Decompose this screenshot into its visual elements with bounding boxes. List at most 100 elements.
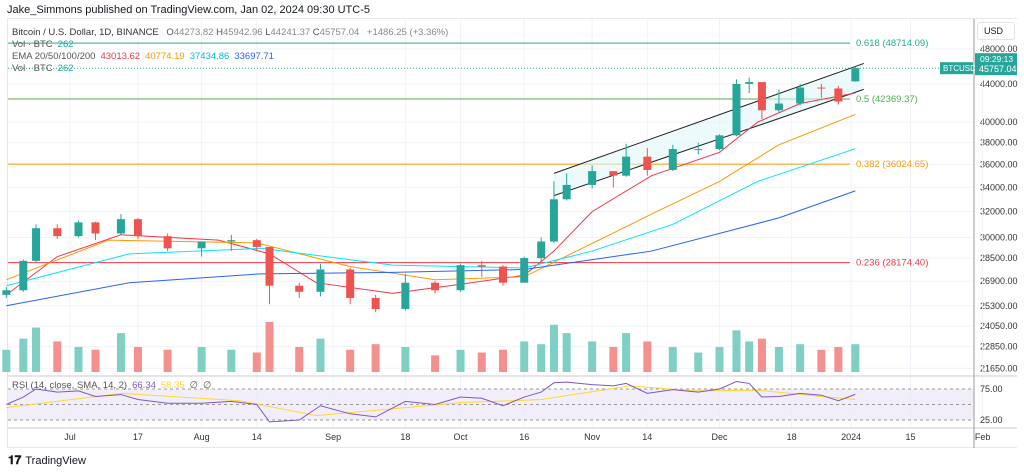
price-tick: 40000.00 bbox=[980, 117, 1018, 127]
rsi-sma-line bbox=[6, 385, 856, 417]
volume-bar bbox=[562, 333, 571, 372]
close-value: 45757.04 bbox=[319, 27, 360, 38]
volume-bar bbox=[53, 341, 62, 372]
ema-legend: EMA 20/50/100/200 43013.62 40774.19 37434.8… bbox=[12, 51, 279, 62]
last-price-badge bbox=[975, 53, 1017, 76]
candle-body bbox=[643, 156, 652, 170]
volume-bar bbox=[401, 347, 410, 372]
volume-bar bbox=[745, 341, 754, 372]
volume-bar bbox=[643, 341, 652, 372]
ema200-value: 33697.71 bbox=[234, 51, 274, 62]
volume-bar bbox=[609, 347, 618, 372]
volume-bar bbox=[252, 352, 261, 372]
time-tick: Jul bbox=[64, 432, 76, 442]
price-tick: 21650.00 bbox=[980, 363, 1018, 373]
symbol-legend: Bitcoin / U.S. Dollar, 1D, BINANCE O4427… bbox=[12, 27, 453, 38]
volume-bar bbox=[817, 349, 826, 372]
ema100-value: 37434.86 bbox=[189, 51, 230, 62]
volume-bar bbox=[456, 349, 465, 372]
price-tick: 28500.00 bbox=[980, 253, 1018, 263]
symbol-name: Bitcoin / U.S. Dollar, 1D, BINANCE bbox=[12, 27, 159, 38]
volume-bar bbox=[537, 344, 546, 372]
volume-value: 262 bbox=[57, 63, 74, 74]
candle-body bbox=[609, 171, 618, 176]
ema-label: EMA 20/50/100/200 bbox=[12, 51, 96, 62]
time-tick: Sep bbox=[325, 432, 341, 442]
candle-body bbox=[2, 290, 11, 295]
logo-mark-icon: 𝟏𝟕 bbox=[8, 453, 22, 467]
candle-body bbox=[745, 82, 754, 84]
volume-bar bbox=[477, 352, 486, 372]
change-value: +1486.25 (+3.36%) bbox=[366, 27, 449, 38]
volume-bar bbox=[163, 349, 172, 372]
volume-bar bbox=[668, 347, 677, 372]
volume-bar bbox=[732, 330, 741, 372]
time-tick: 15 bbox=[906, 432, 916, 442]
currency-button[interactable]: USD bbox=[977, 22, 1015, 40]
volume-bar bbox=[431, 355, 440, 372]
candle-body bbox=[252, 240, 261, 247]
time-tick: 14 bbox=[642, 432, 652, 442]
volume-bar bbox=[227, 349, 236, 372]
volume-bar bbox=[834, 347, 843, 372]
channel-line bbox=[553, 62, 864, 174]
na-value: ∅ bbox=[189, 380, 198, 391]
candle-body bbox=[295, 285, 304, 292]
candle-body bbox=[74, 222, 83, 237]
candle-body bbox=[851, 68, 860, 82]
volume-bar bbox=[796, 344, 805, 372]
channel-line bbox=[553, 88, 864, 197]
rsi-line bbox=[6, 381, 856, 423]
volume-bar bbox=[520, 341, 529, 372]
candle-body bbox=[715, 135, 724, 150]
rsi-value: 66.34 bbox=[132, 380, 156, 391]
fib-label: 0.618 (48714.09) bbox=[856, 38, 928, 49]
volume-bar bbox=[694, 352, 703, 372]
high-label: H bbox=[216, 27, 223, 38]
high-value: 45942.96 bbox=[222, 27, 263, 38]
ema50-value: 40774.19 bbox=[145, 51, 185, 62]
candle-body bbox=[32, 228, 41, 261]
price-tick: 30000.00 bbox=[980, 232, 1018, 242]
countdown-text: 09:29:13 bbox=[980, 54, 1013, 64]
candle-body bbox=[537, 241, 546, 259]
rsi-sma-value: 58.35 bbox=[160, 380, 185, 391]
price-tick: 24050.00 bbox=[980, 321, 1018, 331]
candle-body bbox=[757, 82, 766, 111]
volume-bar bbox=[346, 349, 355, 372]
volume-bar bbox=[116, 333, 125, 372]
time-tick: 18 bbox=[400, 432, 410, 442]
volume-legend: Vol · BTC 262 bbox=[12, 39, 79, 50]
volume-bar bbox=[774, 347, 783, 372]
price-tick: 22850.00 bbox=[980, 342, 1018, 352]
price-tick: 26900.00 bbox=[980, 276, 1018, 286]
candle-body bbox=[163, 236, 172, 249]
low-label: L bbox=[265, 27, 271, 38]
volume-bar bbox=[265, 322, 274, 372]
candle-body bbox=[371, 297, 380, 309]
publisher-line: Jake_Simmons published on TradingView.co… bbox=[7, 4, 371, 16]
candle-body bbox=[316, 269, 325, 292]
candle-body bbox=[694, 149, 703, 151]
time-tick: 18 bbox=[787, 432, 797, 442]
volume-bar bbox=[371, 344, 380, 372]
candle-body bbox=[456, 265, 465, 291]
volume-bar bbox=[74, 347, 83, 372]
volume-bar bbox=[622, 333, 631, 372]
candle-body bbox=[197, 241, 206, 249]
candle-body bbox=[53, 228, 62, 237]
tradingview-logo: 𝟏𝟕 TradingView bbox=[8, 453, 86, 468]
rsi-tick: 75.00 bbox=[980, 384, 1003, 394]
symbol-badge-text: BTCUSD bbox=[943, 64, 976, 73]
chart-frame bbox=[7, 18, 1017, 448]
price-tick: 32000.00 bbox=[980, 207, 1018, 217]
candle-body bbox=[732, 83, 741, 136]
candle-body bbox=[346, 269, 355, 298]
time-tick: 14 bbox=[252, 432, 262, 442]
last-price-text: 45757.04 bbox=[979, 64, 1017, 74]
candle-body bbox=[19, 260, 28, 291]
fib-label: 0.5 (42369.37) bbox=[856, 94, 918, 105]
volume-legend-2: Vol · BTC 262 bbox=[12, 63, 79, 74]
candle-body bbox=[498, 266, 507, 283]
